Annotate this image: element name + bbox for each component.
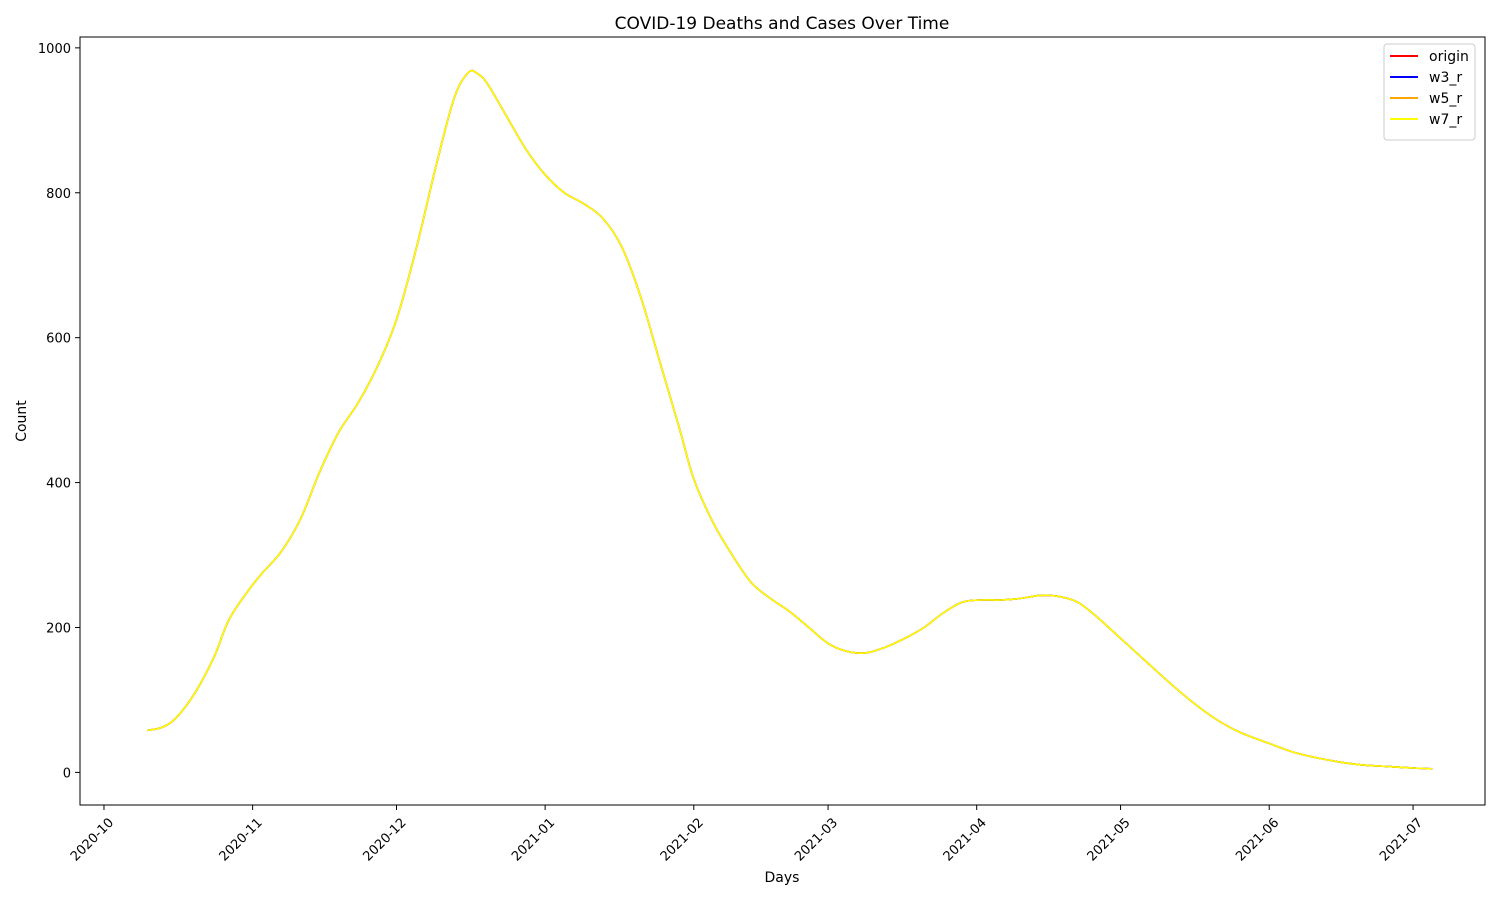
x-tick-label: 2020-12 [361,815,410,864]
x-tick-label: 2020-10 [68,815,117,864]
chart-title: COVID-19 Deaths and Cases Over Time [615,14,950,34]
y-tick-label: 800 [46,187,71,202]
x-axis: 2020-10 2020-11 2020-12 2021-01 2021-02 2021-… [68,805,1426,864]
y-tick-label: 1000 [38,42,71,57]
x-tick-label: 2021-02 [658,815,707,864]
series-line-w5-r [146,69,1433,770]
series-line-w3-r [146,69,1433,770]
y-tick-label: 200 [46,621,71,636]
series-line-origin [146,69,1433,770]
y-axis: 0 200 400 600 800 1000 [38,42,80,781]
x-tick-label: 2021-04 [941,815,990,864]
x-tick-label: 2020-11 [217,815,266,864]
x-tick-label: 2021-01 [509,815,558,864]
x-tick-label: 2021-05 [1085,815,1134,864]
y-tick-label: 0 [63,766,71,781]
x-tick-label: 2021-03 [792,815,841,864]
legend: origin w3_r w5_r w7_r [1383,43,1476,141]
series-line-w7-r [146,69,1433,770]
plot-frame [79,36,1486,806]
legend-label: w5_r [1429,91,1462,107]
legend-label: origin [1429,49,1469,65]
x-axis-label: Days [765,870,800,886]
y-tick-label: 400 [46,477,71,492]
legend-label: w7_r [1429,112,1462,128]
series-layer [146,69,1433,770]
x-tick-label: 2021-06 [1233,815,1282,864]
legend-label: w3_r [1429,70,1462,86]
y-tick-label: 600 [46,332,71,347]
legend-box [1383,43,1476,141]
x-tick-label: 2021-07 [1377,815,1426,864]
y-axis-label: Count [14,400,30,442]
